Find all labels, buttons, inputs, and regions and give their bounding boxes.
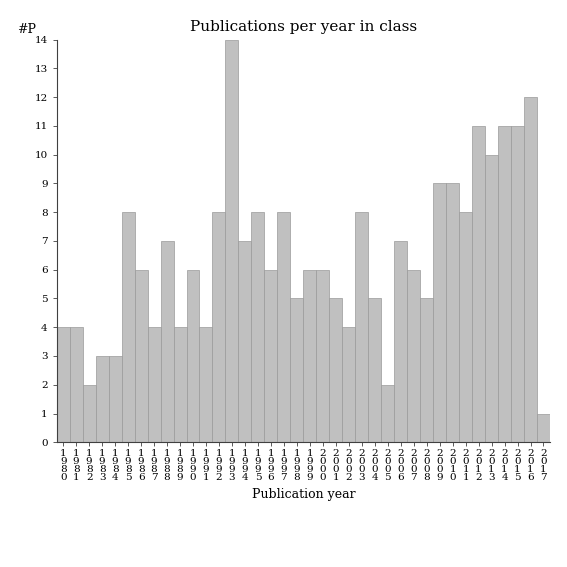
Bar	[498, 126, 511, 442]
Bar	[251, 212, 264, 442]
Title: Publications per year in class: Publications per year in class	[190, 20, 417, 35]
Bar	[290, 298, 303, 442]
Bar	[381, 385, 394, 442]
Bar	[459, 212, 472, 442]
Bar	[394, 241, 407, 442]
Text: #P: #P	[17, 23, 36, 36]
Bar	[174, 327, 187, 442]
Bar	[537, 413, 550, 442]
Bar	[134, 270, 147, 442]
Bar	[511, 126, 524, 442]
Bar	[239, 241, 251, 442]
Bar	[524, 97, 537, 442]
Bar	[83, 385, 96, 442]
Bar	[446, 184, 459, 442]
Bar	[472, 126, 485, 442]
Bar	[329, 298, 342, 442]
Bar	[213, 212, 226, 442]
Bar	[420, 298, 433, 442]
Bar	[433, 184, 446, 442]
X-axis label: Publication year: Publication year	[252, 488, 355, 501]
Bar	[485, 155, 498, 442]
Bar	[109, 356, 121, 442]
Bar	[342, 327, 356, 442]
Bar	[264, 270, 277, 442]
Bar	[187, 270, 200, 442]
Bar	[303, 270, 316, 442]
Bar	[277, 212, 290, 442]
Bar	[96, 356, 109, 442]
Bar	[407, 270, 420, 442]
Bar	[147, 327, 160, 442]
Bar	[160, 241, 174, 442]
Bar	[226, 40, 239, 442]
Bar	[200, 327, 213, 442]
Bar	[368, 298, 381, 442]
Bar	[356, 212, 368, 442]
Bar	[121, 212, 134, 442]
Bar	[316, 270, 329, 442]
Bar	[57, 327, 70, 442]
Bar	[70, 327, 83, 442]
